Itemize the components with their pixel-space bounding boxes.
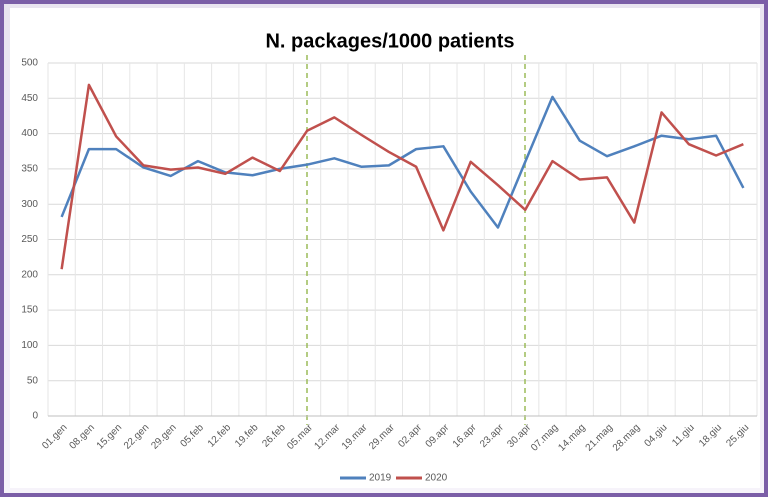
y-tick-label: 150 <box>21 305 38 316</box>
y-tick-label: 250 <box>21 234 38 245</box>
y-tick-label: 350 <box>21 164 38 175</box>
y-tick-label: 300 <box>21 199 38 210</box>
legend-label: 2020 <box>425 473 448 484</box>
y-tick-label: 200 <box>21 269 38 280</box>
y-tick-label: 50 <box>27 375 39 386</box>
series-line <box>60 83 744 270</box>
y-tick-label: 0 <box>32 411 38 422</box>
chart-title: N. packages/1000 patients <box>265 30 514 52</box>
y-tick-label: 100 <box>21 340 38 351</box>
y-tick-label: 500 <box>21 58 38 69</box>
y-tick-label: 450 <box>21 93 38 104</box>
legend-label: 2019 <box>369 473 392 484</box>
series-line <box>60 95 745 229</box>
plot-background <box>10 8 760 488</box>
y-tick-label: 400 <box>21 128 38 139</box>
